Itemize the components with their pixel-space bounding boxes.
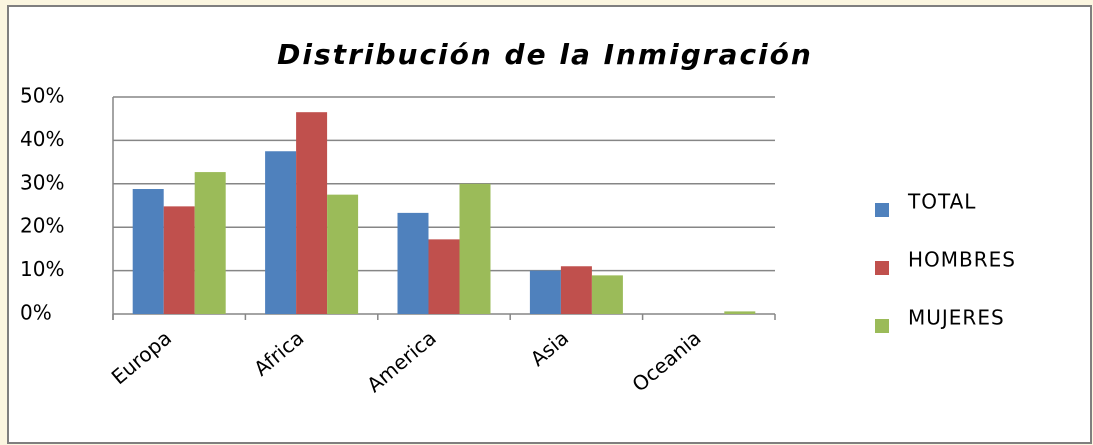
bar — [296, 112, 328, 314]
legend-label: MUJERES — [908, 306, 1005, 330]
bar — [132, 189, 164, 314]
y-tick-label: 30% — [20, 170, 64, 194]
bar — [327, 194, 359, 314]
y-tick-label: 20% — [20, 214, 64, 238]
legend-swatch — [875, 261, 889, 275]
legend-label: HOMBRES — [908, 248, 1016, 272]
bar — [724, 311, 756, 314]
bar — [459, 183, 491, 314]
legend-swatch — [875, 203, 889, 217]
bar — [529, 270, 561, 314]
y-tick-label: 10% — [20, 257, 64, 281]
bar — [194, 172, 226, 314]
bar — [560, 266, 592, 314]
legend-swatch — [875, 319, 889, 333]
bar — [397, 212, 429, 314]
bar — [591, 275, 623, 314]
bar — [428, 239, 460, 314]
y-tick-label: 0% — [20, 301, 52, 325]
chart-title: Distribución de la Inmigración — [277, 38, 813, 71]
y-tick-label: 50% — [20, 84, 64, 108]
bar — [163, 206, 195, 314]
y-tick-label: 40% — [20, 127, 64, 151]
legend-label: TOTAL — [907, 190, 976, 214]
bar — [265, 151, 297, 314]
